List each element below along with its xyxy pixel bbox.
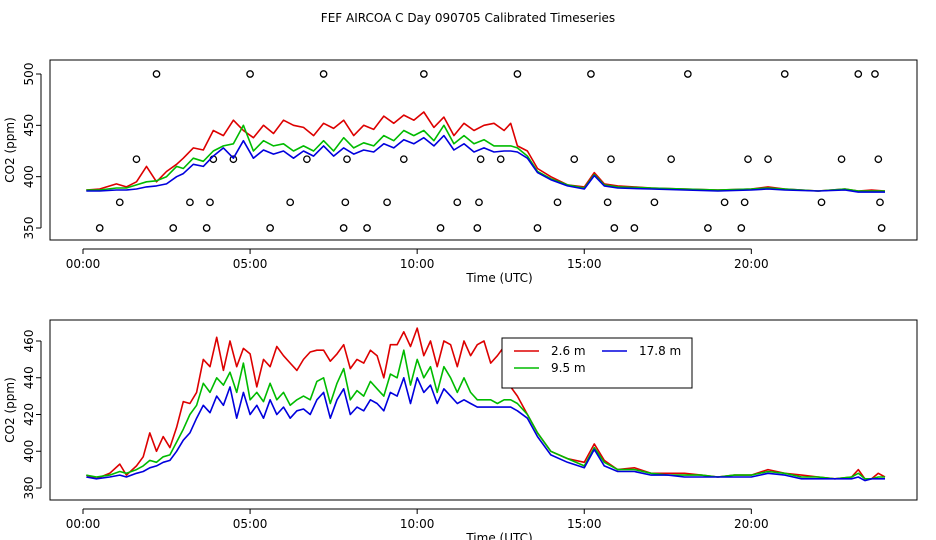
- y-tick-label: 500: [22, 63, 36, 86]
- series-line-2-6-m: [86, 327, 886, 480]
- calibration-marker: [667, 155, 675, 164]
- calibration-marker: [630, 224, 639, 232]
- calibration-marker: [473, 224, 482, 232]
- x-tick-label: 05:00: [233, 257, 268, 271]
- calibration-marker: [202, 224, 211, 232]
- calibration-marker: [453, 198, 462, 207]
- calibration-marker: [737, 224, 746, 232]
- calibration-marker: [341, 198, 350, 207]
- calibration-marker: [95, 224, 104, 232]
- calibration-marker: [607, 155, 615, 164]
- x-tick-label: 10:00: [400, 257, 435, 271]
- calibration-marker: [874, 155, 883, 164]
- calibration-marker: [603, 198, 612, 207]
- y-tick-label: 380: [22, 477, 36, 500]
- plot-frame: [49, 319, 918, 501]
- series-line-9-5-m: [86, 349, 885, 480]
- calibration-marker: [764, 155, 772, 164]
- y-tick-label: 450: [22, 114, 36, 137]
- calibration-marker: [570, 155, 579, 164]
- calibration-marker: [115, 198, 124, 207]
- figure-title: FEF AIRCOA C Day 090705 Calibrated Times…: [321, 11, 615, 25]
- calibration-marker: [363, 224, 371, 232]
- calibration-marker: [744, 155, 752, 164]
- y-tick-label: 420: [22, 403, 36, 426]
- calibration-marker: [650, 198, 659, 207]
- legend-box: [501, 337, 693, 389]
- calibration-marker: [319, 70, 328, 78]
- legend-label: 9.5 m: [551, 361, 586, 375]
- calibration-marker: [383, 198, 391, 207]
- y-axis-label: CO2 (ppm): [3, 117, 17, 183]
- calibration-marker: [877, 224, 886, 232]
- x-tick-label: 00:00: [66, 517, 101, 531]
- plot-frame: [49, 59, 918, 241]
- calibration-marker: [303, 155, 311, 164]
- calibration-marker: [720, 198, 729, 207]
- calibration-marker: [436, 224, 445, 232]
- series-line-2-6-m: [86, 111, 886, 192]
- series-line-17-8-m: [86, 134, 885, 193]
- x-tick-label: 15:00: [567, 517, 602, 531]
- x-tick-label: 10:00: [400, 517, 435, 531]
- calibration-marker: [817, 198, 826, 207]
- x-axis-label: Time (UTC): [465, 531, 532, 540]
- x-tick-label: 15:00: [567, 257, 602, 271]
- calibration-marker: [513, 70, 522, 78]
- legend-label: 2.6 m: [551, 344, 586, 358]
- calibration-marker: [475, 198, 483, 207]
- calibration-marker: [169, 224, 178, 232]
- y-tick-label: 460: [22, 330, 36, 353]
- calibration-marker: [399, 155, 408, 164]
- y-axis-label: CO2 (ppm): [3, 377, 17, 443]
- calibration-marker: [876, 198, 884, 207]
- x-tick-label: 20:00: [734, 517, 769, 531]
- calibration-marker: [837, 155, 846, 164]
- top-panel: 00:00 05:00 10:00 15:00 20:00 Time (UTC) 350 40…: [3, 59, 918, 285]
- calibration-marker: [152, 70, 161, 78]
- legend-label: 17.8 m: [639, 344, 681, 358]
- calibration-marker: [339, 224, 348, 232]
- calibration-marker: [587, 70, 595, 78]
- x-tick-label: 05:00: [233, 517, 268, 531]
- calibration-marker: [610, 224, 619, 232]
- calibration-marker: [496, 155, 505, 164]
- calibration-marker: [229, 155, 238, 164]
- calibration-marker: [780, 70, 789, 78]
- calibration-marker: [343, 155, 351, 164]
- calibration-marker: [286, 198, 295, 207]
- calibration-marker: [186, 198, 194, 207]
- calibration-marker: [740, 198, 749, 207]
- calibration-marker: [871, 70, 879, 78]
- calibration-marker: [132, 155, 141, 164]
- y-tick-label: 440: [22, 366, 36, 389]
- calibration-marker: [683, 70, 692, 78]
- y-tick-label: 400: [22, 165, 36, 188]
- calibration-marker: [854, 70, 863, 78]
- y-tick-label: 400: [22, 440, 36, 463]
- calibration-marker: [206, 198, 214, 207]
- series-line-17-8-m: [86, 376, 885, 482]
- calibration-marker: [246, 70, 254, 78]
- calibration-marker: [419, 70, 428, 78]
- legend: 2.6 m 9.5 m 17.8 m: [501, 337, 693, 389]
- x-tick-label: 00:00: [66, 257, 101, 271]
- calibration-marker: [266, 224, 274, 232]
- x-tick-label: 20:00: [734, 257, 769, 271]
- calibration-marker: [704, 224, 712, 232]
- calibration-marker: [553, 198, 562, 207]
- y-tick-label: 350: [22, 217, 36, 240]
- calibration-marker: [533, 224, 542, 232]
- bottom-panel: 00:00 05:00 10:00 15:00 20:00 Time (UTC) 380 40…: [3, 319, 918, 540]
- x-axis-label: Time (UTC): [465, 271, 532, 285]
- calibration-marker: [476, 155, 485, 164]
- series-line-9-5-m: [86, 124, 885, 192]
